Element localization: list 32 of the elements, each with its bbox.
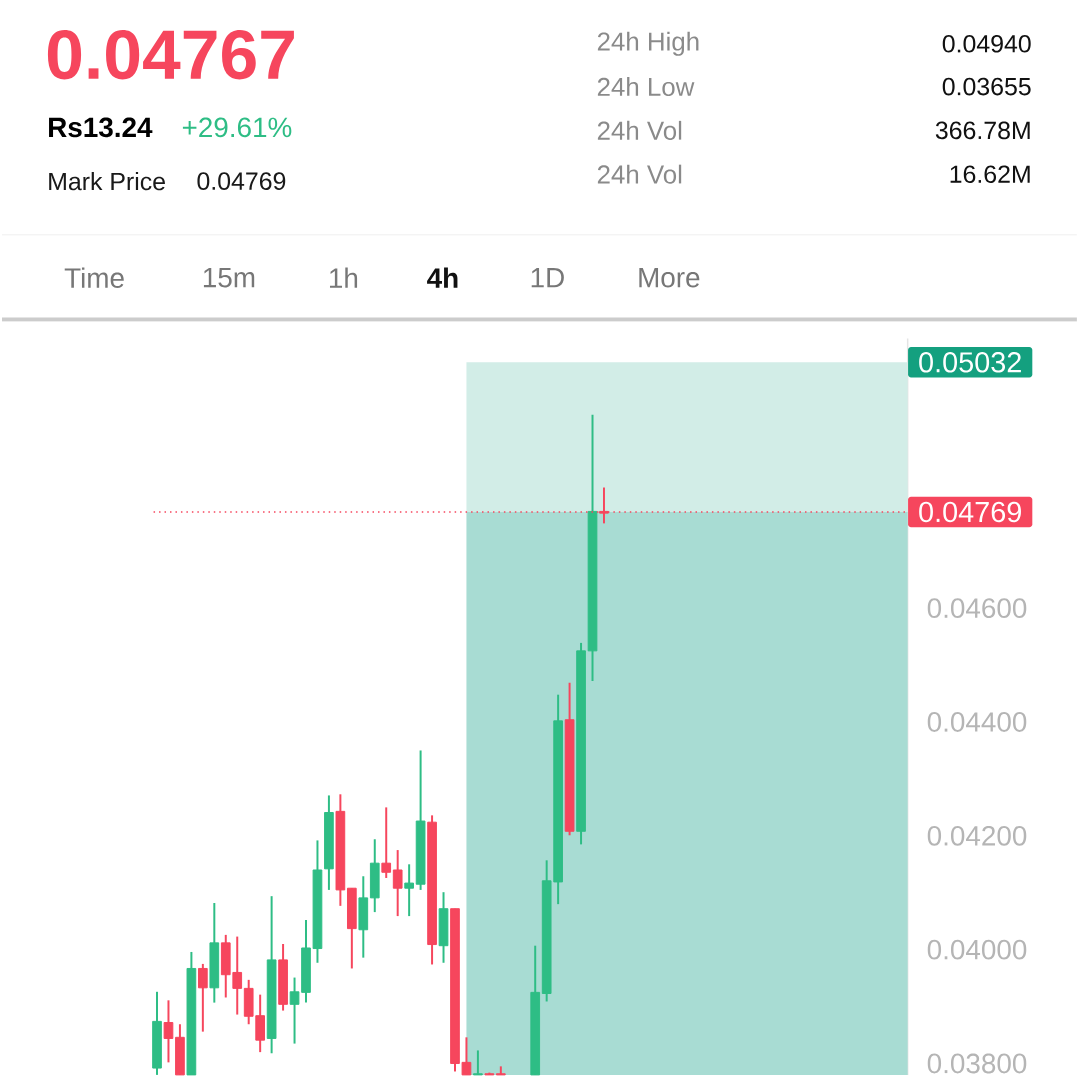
text: 15m (203, 267, 255, 288)
text: 0.04769 (197, 172, 286, 190)
text: 24h Vol (597, 120, 682, 140)
text: 0.04940 (942, 35, 1031, 53)
text: 366.78M (935, 121, 1030, 140)
band-label: 0.05032 (919, 352, 1021, 373)
text: 1h (330, 267, 358, 288)
candlestick (392, 849, 403, 918)
text: 0.03655 (942, 77, 1031, 96)
text: 24h Low (597, 77, 695, 97)
text: Time (64, 267, 124, 288)
text: 24h Vol (597, 164, 682, 184)
text: More (639, 267, 700, 288)
y-tick-label: 0.04200 (927, 825, 1027, 846)
chart-title: 0.04767 (47, 30, 294, 80)
text: 24h High (597, 31, 699, 56)
candlestick (473, 1049, 483, 1076)
text: Rs13.24 (49, 117, 153, 138)
text: 16.62M (950, 165, 1030, 183)
y-tick-label: 0.04600 (927, 598, 1027, 619)
candlestick (404, 863, 415, 918)
y-tick-label: 0.04400 (927, 712, 1027, 732)
y-tick-label: 0.03800 (927, 1053, 1027, 1074)
text: Mark Price (49, 171, 165, 191)
ref-line-label: 0.04769 (919, 501, 1022, 523)
text: 4h (427, 267, 458, 288)
text: +29.61% (182, 117, 292, 138)
y-tick-label: 0.04000 (927, 939, 1027, 960)
candlestick (163, 999, 174, 1064)
text: 1D (531, 268, 564, 288)
candlestick (381, 806, 392, 879)
candlestick (198, 962, 208, 1033)
